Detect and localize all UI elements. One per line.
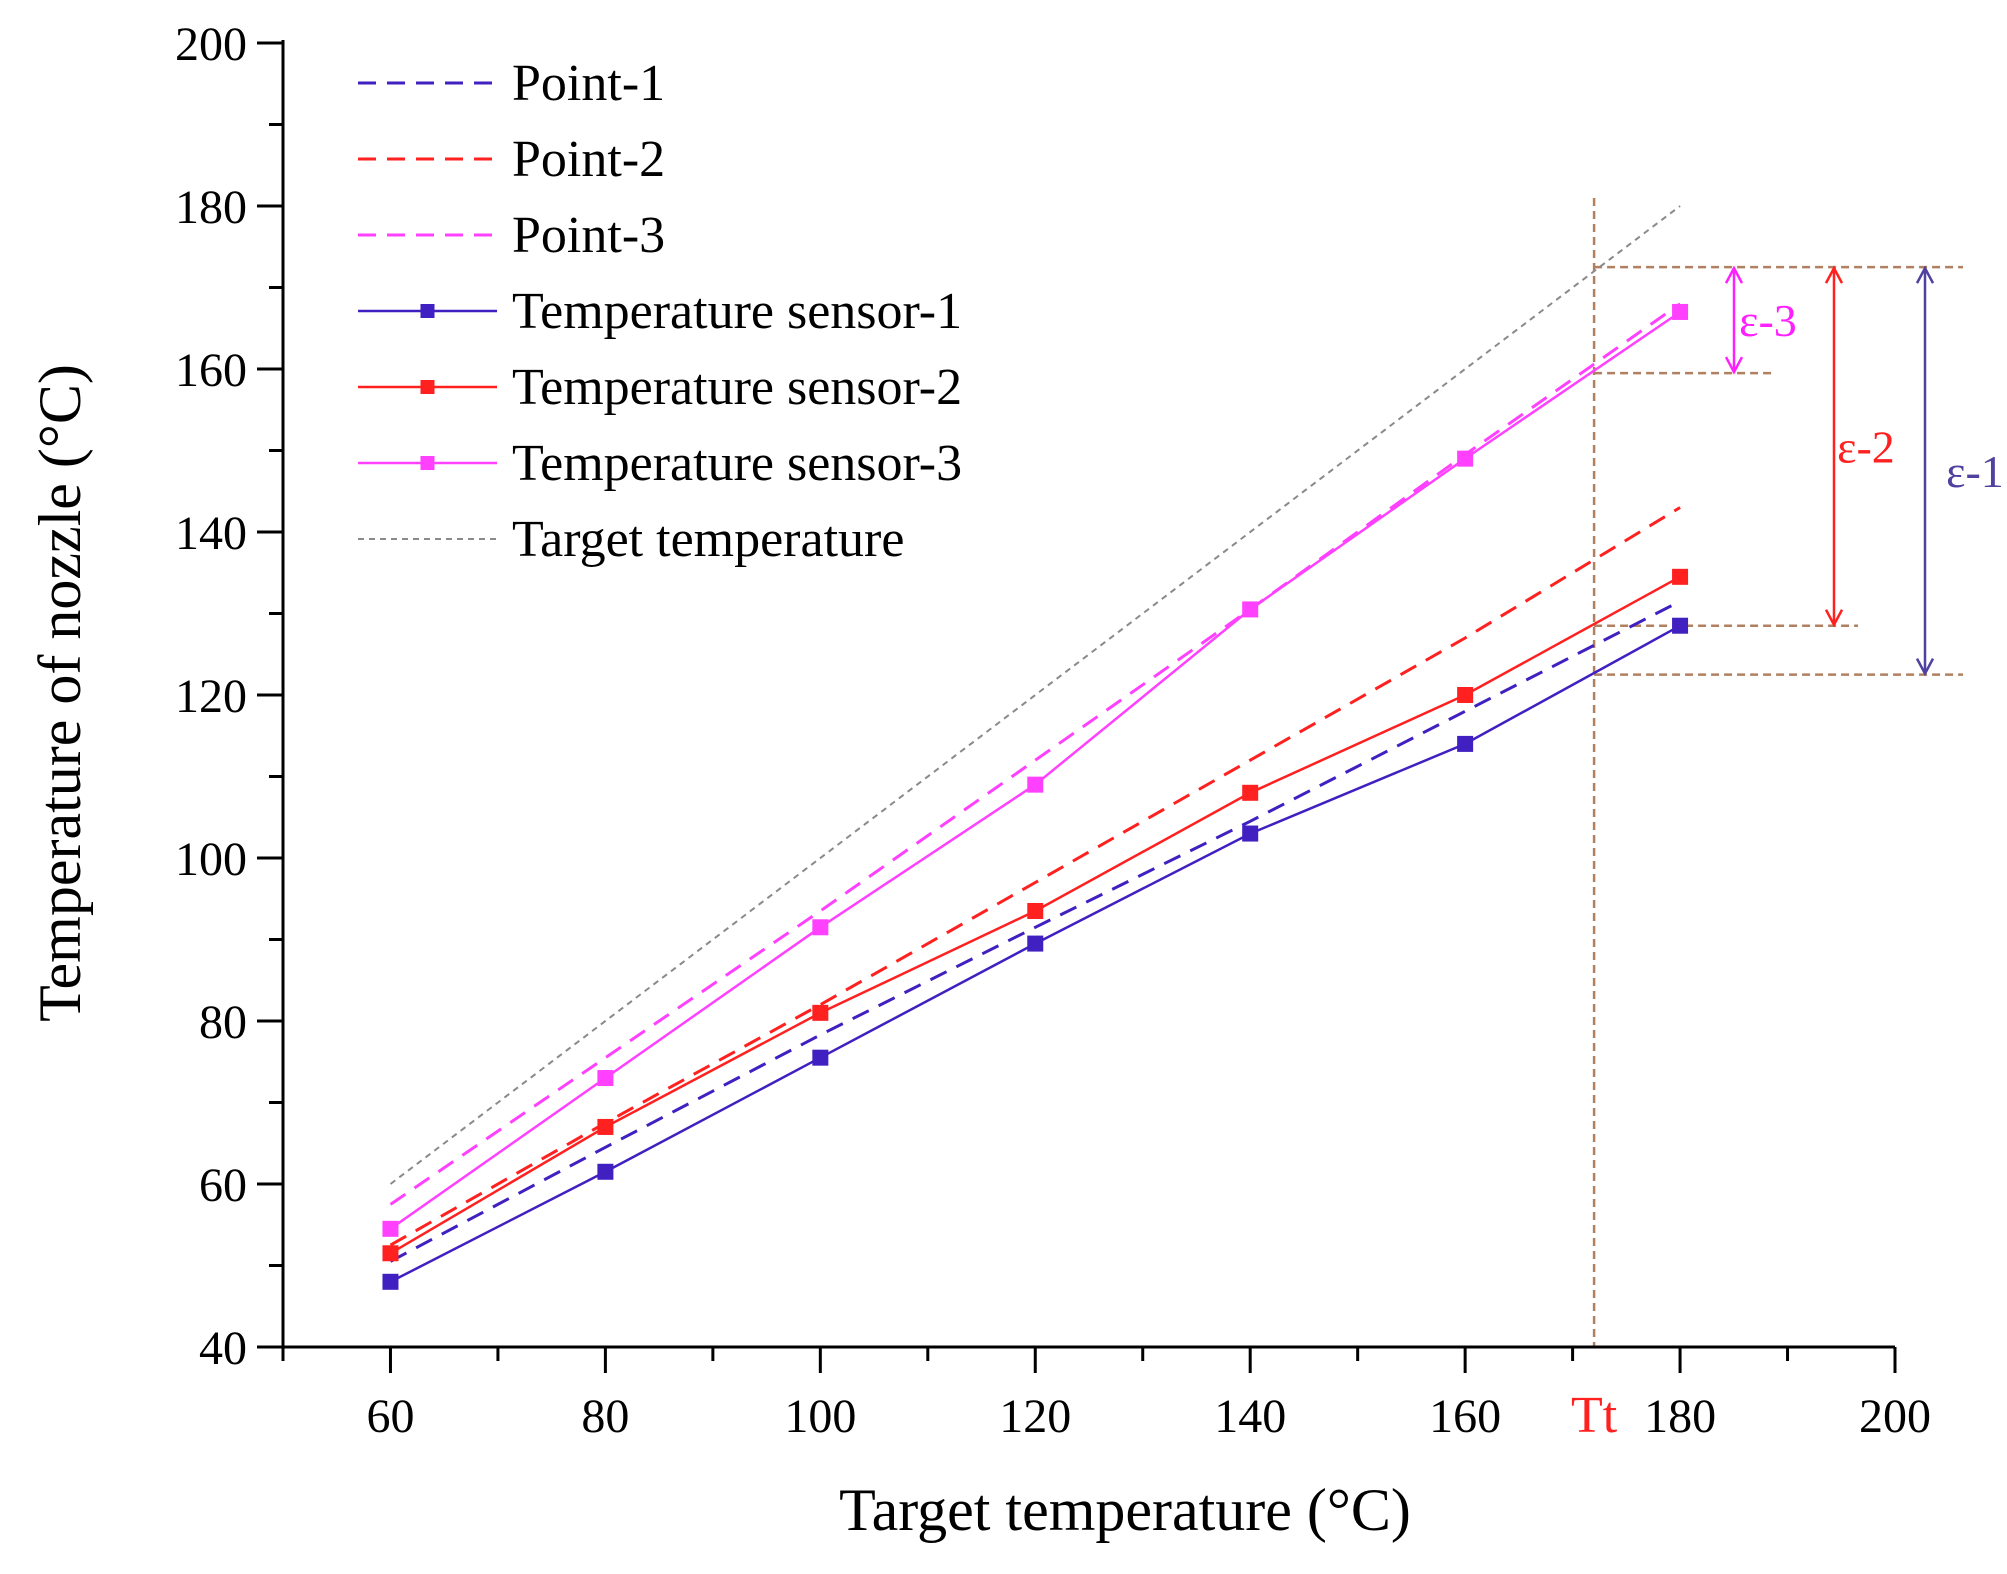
series-line-1	[389, 599, 1681, 1263]
legend-label: Temperature sensor-2	[512, 359, 962, 416]
y-tick-label: 140	[175, 507, 247, 560]
y-axis-title: Temperature of nozzle (°C)	[27, 364, 93, 1022]
legend-swatch-marker	[420, 380, 435, 394]
tt-label: Tt	[1571, 1387, 1618, 1444]
x-tick-label: 200	[1859, 1390, 1931, 1443]
x-tick-label: 100	[784, 1390, 856, 1443]
data-point-series-5	[812, 1004, 829, 1021]
data-point-series-4	[1027, 935, 1044, 952]
legend-label: Point-1	[512, 55, 665, 112]
y-tick-label: 100	[175, 833, 247, 886]
series-line-7	[389, 205, 1681, 1185]
data-point-series-6	[382, 1220, 399, 1237]
data-point-series-6	[1027, 776, 1044, 793]
data-point-series-4	[1457, 735, 1474, 752]
data-point-series-5	[1672, 568, 1689, 585]
data-point-series-4	[382, 1273, 399, 1290]
y-tick-label: 200	[175, 18, 247, 71]
data-point-series-5	[1242, 784, 1259, 801]
data-point-series-6	[1672, 303, 1689, 320]
epsilon-label: ε-3	[1739, 295, 1797, 346]
legend-swatch-marker	[420, 304, 435, 318]
legend-label: Point-3	[512, 207, 665, 264]
y-tick-label: 40	[199, 1322, 247, 1375]
data-point-series-4	[1242, 825, 1259, 842]
x-tick-label: 180	[1644, 1390, 1716, 1443]
epsilon-arrow-head-bottom	[1724, 356, 1744, 375]
x-tick-label: 140	[1214, 1390, 1286, 1443]
epsilon-arrow-head-top	[1824, 265, 1844, 284]
legend-label: Point-2	[512, 131, 665, 188]
series-line-4	[389, 624, 1681, 1283]
x-tick-label: 120	[999, 1390, 1071, 1443]
y-tick-label: 120	[175, 670, 247, 723]
epsilon-label: ε-1	[1946, 446, 2004, 497]
data-point-series-5	[382, 1245, 399, 1262]
x-tick-label: 60	[366, 1390, 414, 1443]
epsilon-arrow-head-top	[1915, 265, 1935, 284]
legend-label: Temperature sensor-3	[512, 435, 962, 492]
data-point-series-4	[597, 1163, 614, 1180]
data-point-series-5	[1457, 687, 1474, 703]
series-line-2	[389, 506, 1681, 1247]
epsilon-arrow-head-bottom	[1824, 609, 1844, 628]
y-tick-label: 180	[175, 181, 247, 234]
x-tick-label: 160	[1429, 1390, 1501, 1443]
legend-label: Target temperature	[512, 511, 904, 568]
y-tick-label: 160	[175, 344, 247, 397]
y-tick-label: 60	[199, 1159, 247, 1212]
epsilon-arrow-head-top	[1724, 265, 1744, 284]
data-point-series-4	[1672, 617, 1689, 634]
data-point-series-6	[1242, 601, 1259, 618]
x-tick-label: 80	[581, 1390, 629, 1443]
epsilon-label: ε-2	[1837, 421, 1895, 472]
data-point-series-6	[1457, 450, 1474, 467]
data-point-series-6	[812, 919, 829, 936]
data-point-series-5	[1027, 902, 1044, 919]
x-axis-title: Target temperature (°C)	[839, 1477, 1411, 1543]
y-tick-label: 80	[199, 996, 247, 1049]
legend-swatch-marker	[420, 456, 435, 470]
epsilon-arrow-head-bottom	[1915, 658, 1935, 677]
data-point-series-5	[597, 1118, 614, 1135]
data-point-series-6	[597, 1070, 614, 1087]
legend-label: Temperature sensor-1	[512, 283, 962, 340]
data-point-series-4	[812, 1049, 829, 1066]
